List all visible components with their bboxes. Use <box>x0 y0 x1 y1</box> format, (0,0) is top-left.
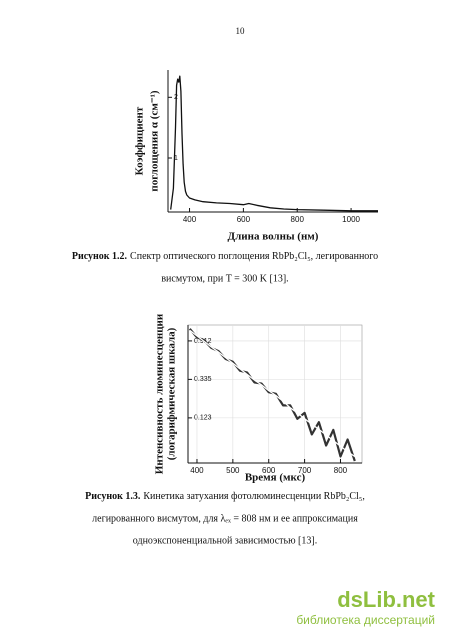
caption-line: Рисунок 1.2. Спектр оптического поглощени… <box>72 251 378 262</box>
x-tick-label: 600 <box>237 215 251 224</box>
x-tick-label: 700 <box>298 466 312 475</box>
caption-label: Рисунок 1.3. <box>85 491 141 502</box>
watermark-tagline: библиотека диссертаций <box>296 613 435 627</box>
x-tick-label: 500 <box>226 466 240 475</box>
x-tick-label: 400 <box>183 215 197 224</box>
caption-text: Кинетика затухания фотолюминесценции RbP… <box>143 491 364 502</box>
data-line <box>170 75 378 212</box>
x-axis-label: Длина волны (нм) <box>228 231 319 243</box>
x-axis-label: Время (мкс) <box>245 472 306 484</box>
y-axis-label: поглощения α (см⁻¹) <box>149 90 161 192</box>
x-tick-label: 400 <box>190 466 204 475</box>
y-tick-label: 0.335 <box>194 376 212 383</box>
y-axis-label: Интенсивность люминесценции <box>154 313 166 474</box>
y-tick-label: 1 <box>174 155 178 162</box>
page-number: 10 <box>236 26 246 36</box>
y-axis-label: Коэффициент <box>134 106 146 175</box>
caption-line: легированного висмутом, для λₑₓ = 808 нм… <box>92 513 358 524</box>
y-tick-label: 0.912 <box>194 338 212 345</box>
caption-line: Рисунок 1.3. Кинетика затухания фотолюмин… <box>85 491 365 502</box>
x-tick-label: 600 <box>262 466 276 475</box>
caption-line: висмутом, при T = 300 K [13]. <box>161 273 288 284</box>
caption-line: одноэкспоненциальной зависимостью [13]. <box>133 535 317 546</box>
data-line <box>189 329 356 458</box>
caption-label: Рисунок 1.2. <box>72 251 128 262</box>
y-tick-label: 0.123 <box>194 415 212 422</box>
x-tick-label: 800 <box>291 215 305 224</box>
x-tick-label: 800 <box>334 466 348 475</box>
watermark-logo: dsLib.net <box>337 587 435 612</box>
y-axis-label: (логарифмическая шкала) <box>166 327 178 460</box>
x-tick-label: 1000 <box>342 215 360 224</box>
caption-text: Спектр оптического поглощения RbPb₂Cl₅, … <box>130 251 378 262</box>
